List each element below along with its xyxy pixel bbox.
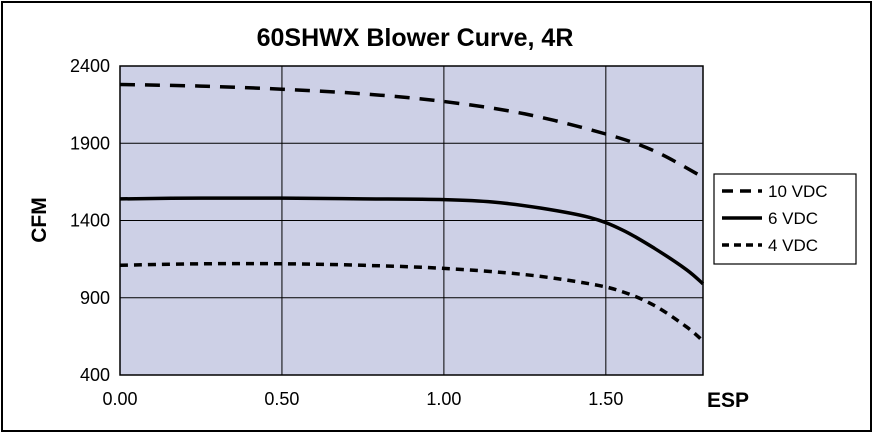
- y-tick-label: 2400: [70, 56, 110, 76]
- plot-area-border: [119, 65, 704, 376]
- series-layer: [119, 82, 705, 343]
- x-axis-label: ESP: [707, 389, 749, 412]
- x-tick-label: 0.00: [102, 389, 137, 409]
- x-tick-label: 1.50: [588, 389, 623, 409]
- legend-label: 4 VDC: [768, 236, 818, 255]
- y-tick-label: 1900: [70, 133, 110, 153]
- legend-label: 10 VDC: [768, 182, 828, 201]
- legend-box: [713, 173, 857, 265]
- x-tick-label: 0.50: [264, 389, 299, 409]
- y-axis-label: CFM: [28, 197, 51, 243]
- series-line-1: [119, 196, 705, 286]
- chart-title: 60SHWX Blower Curve, 4R: [257, 24, 574, 52]
- y-tick-label: 1400: [70, 211, 110, 231]
- y-tick-label: 900: [80, 288, 110, 308]
- series-line-2: [119, 261, 705, 343]
- x-tick-label: 1.00: [426, 389, 461, 409]
- series-line-0: [119, 82, 704, 179]
- legend-label: 6 VDC: [768, 209, 818, 228]
- x-axis-ticks: 0.00 0.50 1.00 1.50: [102, 389, 623, 409]
- y-axis-ticks: 400 900 1400 1900 2400: [70, 56, 110, 385]
- legend: 10 VDC 6 VDC 4 VDC: [713, 173, 857, 265]
- y-tick-label: 400: [80, 365, 110, 385]
